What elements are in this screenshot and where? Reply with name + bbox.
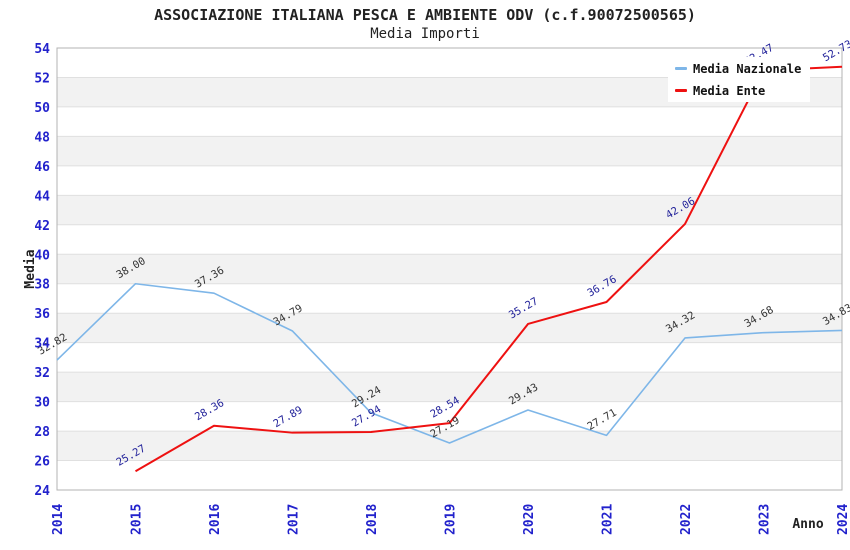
x-tick-label: 2021	[601, 504, 616, 535]
x-tick-label: 2014	[51, 504, 66, 535]
y-tick-label: 54	[34, 42, 50, 57]
plot-band	[57, 401, 842, 432]
chart-title: ASSOCIAZIONE ITALIANA PESCA E AMBIENTE O…	[154, 6, 696, 24]
x-tick-label: 2018	[365, 504, 380, 535]
y-tick-label: 50	[34, 101, 50, 116]
legend-item-media-ente: Media Ente	[668, 79, 810, 101]
y-tick-label: 28	[34, 425, 50, 440]
legend-swatch-media-ente-icon	[675, 89, 687, 92]
plot-band	[57, 106, 842, 137]
y-tick-label: 52	[34, 71, 50, 86]
y-tick-label: 44	[34, 189, 50, 204]
x-tick-label: 2019	[444, 504, 459, 535]
plot-band	[57, 431, 842, 461]
plot-band	[57, 313, 842, 343]
plot-band	[57, 254, 842, 284]
y-tick-label: 24	[34, 484, 50, 499]
legend-label: Media Nazionale	[693, 61, 802, 76]
y-tick-label: 36	[34, 307, 50, 322]
x-tick-label: 2024	[836, 504, 850, 535]
legend-item-media-nazionale: Media Nazionale	[668, 57, 810, 79]
y-tick-label: 42	[34, 219, 50, 234]
x-tick-label: 2023	[758, 504, 773, 535]
y-tick-label: 30	[34, 396, 50, 411]
plot-band	[57, 342, 842, 373]
plot-band	[57, 195, 842, 225]
x-tick-label: 2017	[287, 504, 302, 535]
y-tick-label: 38	[34, 278, 50, 293]
plot-band	[57, 460, 842, 490]
legend-label: Media Ente	[693, 83, 766, 98]
y-tick-label: 32	[34, 366, 50, 381]
plot-frame	[56, 47, 843, 491]
x-tick-label: 2022	[679, 504, 694, 535]
x-tick-label: 2016	[208, 504, 223, 535]
plot-band	[57, 136, 842, 166]
y-tick-label: 46	[34, 160, 50, 175]
series-line-media-nazionale	[56, 282, 843, 444]
plot-band	[57, 224, 842, 255]
x-axis-title: Anno	[792, 517, 823, 532]
x-tick-label: 2020	[522, 504, 537, 535]
y-tick-label: 26	[34, 455, 50, 470]
y-tick-label: 48	[34, 130, 50, 145]
series-line-media-ente	[134, 65, 843, 473]
y-axis-title: Media	[23, 249, 38, 288]
chart-subtitle: Media Importi	[370, 26, 480, 42]
plot-band	[57, 283, 842, 314]
legend-swatch-media-nazionale-icon	[675, 67, 687, 70]
y-tick-label: 34	[34, 337, 50, 352]
plot-band	[57, 372, 842, 402]
plot-band	[57, 165, 842, 196]
chart-legend: Media Nazionale Media Ente	[668, 57, 810, 102]
x-tick-label: 2015	[130, 504, 145, 535]
y-tick-label: 40	[34, 248, 50, 263]
